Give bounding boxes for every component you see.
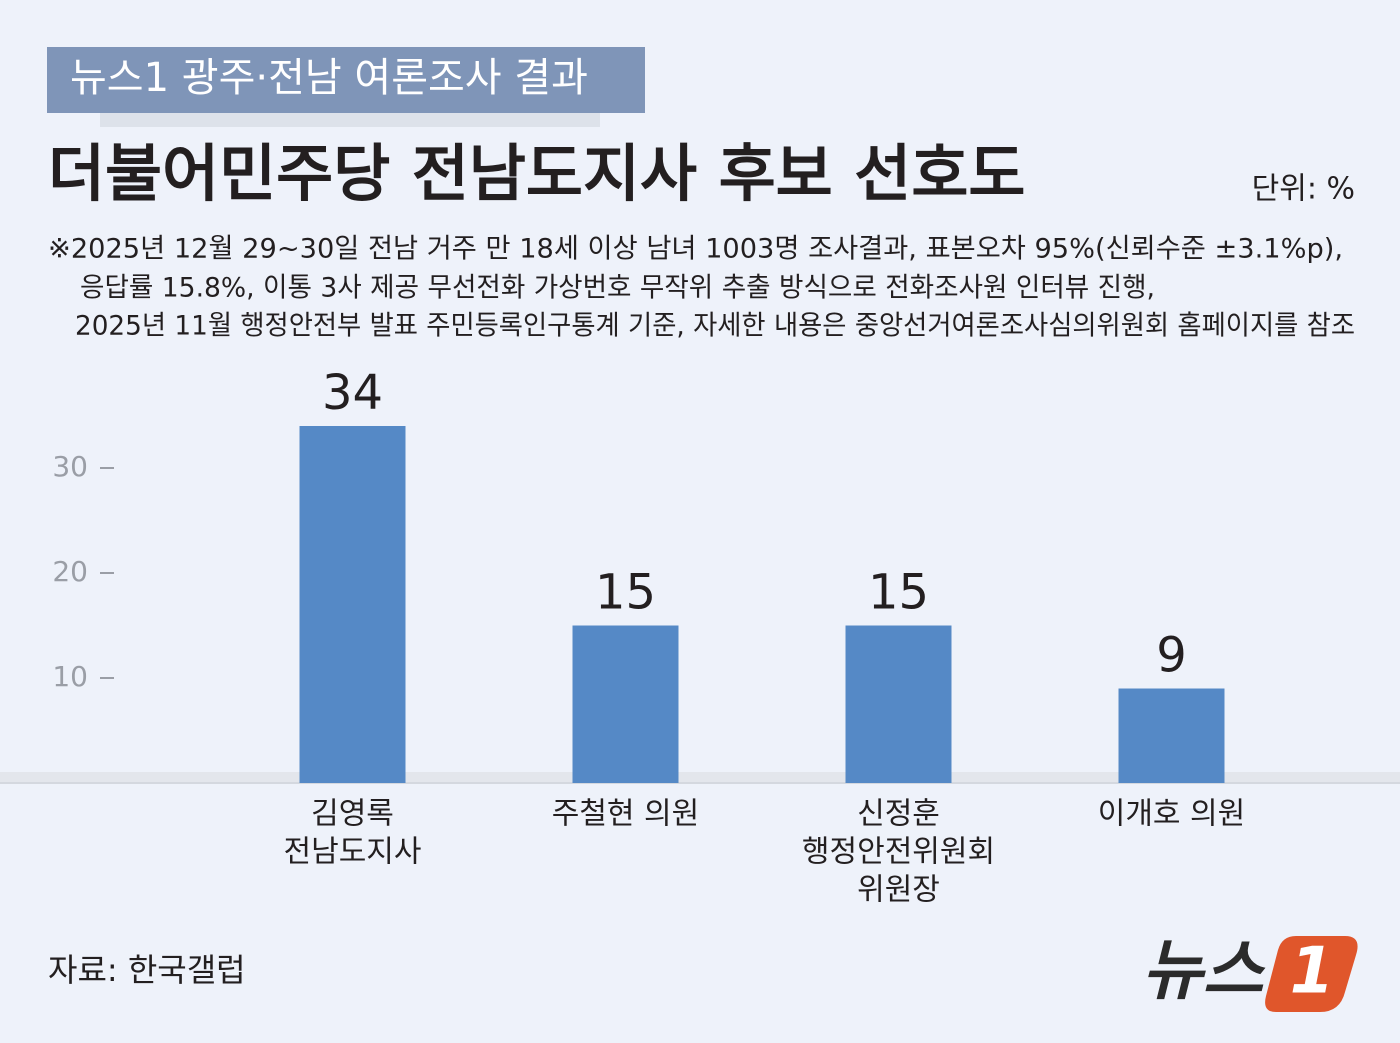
unit: 단위: % xyxy=(1252,172,1355,207)
value-label: 9 xyxy=(1156,628,1187,684)
bar xyxy=(572,625,679,783)
x-tick-label: 신정훈 xyxy=(857,797,940,832)
value-label: 15 xyxy=(868,565,929,621)
bar xyxy=(845,625,952,783)
x-tick-label: 김영록 xyxy=(311,797,394,832)
logo-number: 1 xyxy=(1290,935,1335,1009)
bar xyxy=(1118,688,1225,783)
note-line: 2025년 11월 행정안전부 발표 주민등록인구통계 기준, 자세한 내용은 … xyxy=(75,311,1355,342)
y-tick-label: 10 xyxy=(52,660,88,693)
bar xyxy=(299,426,406,783)
chart-title: 더불어민주당 전남도지사 후보 선호도 xyxy=(48,137,1025,210)
y-tick-label: 20 xyxy=(52,555,88,588)
logo-box xyxy=(1265,936,1358,1012)
x-tick-label: 주철현 의원 xyxy=(552,797,700,832)
x-tick-label: 이개호 의원 xyxy=(1098,797,1246,832)
banner-box xyxy=(47,47,645,113)
x-tick-label: 행정안전위원회 xyxy=(802,835,995,870)
banner: 뉴스1 광주·전남 여론조사 결과 xyxy=(70,55,588,101)
x-tick-label: 전남도지사 xyxy=(284,835,422,870)
value-label: 15 xyxy=(595,565,656,621)
banner-shadow xyxy=(100,113,600,127)
x-tick-label: 위원장 xyxy=(857,873,940,908)
value-label: 34 xyxy=(322,365,383,421)
note-line: ※2025년 12월 29~30일 전남 거주 만 18세 이상 남녀 1003… xyxy=(48,234,1343,265)
source: 자료: 한국갤럽 xyxy=(48,951,246,989)
baseline-shadow xyxy=(0,772,1400,783)
y-tick-label: 30 xyxy=(52,450,88,483)
note-line: 응답률 15.8%, 이통 3사 제공 무선전화 가상번호 무작위 추출 방식으… xyxy=(80,273,1155,304)
logo-text: 뉴스 xyxy=(1142,932,1266,1009)
